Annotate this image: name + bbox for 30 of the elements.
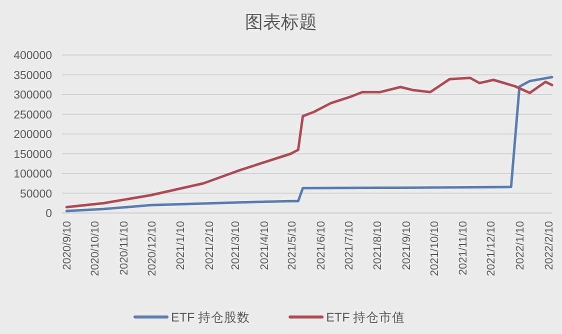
x-tick-label: 2021/1/10 (175, 221, 188, 270)
x-tick-label: 2020/12/10 (146, 221, 158, 276)
x-tick-label: 2021/12/10 (486, 221, 498, 276)
y-tick-label: 0 (46, 208, 52, 220)
x-tick-label: 2020/9/10 (62, 221, 74, 270)
chart-title: 图表标题 (245, 12, 317, 32)
legend-label: ETF 持仓股数 (171, 310, 250, 324)
x-tick-label: 2022/2/10 (543, 221, 556, 270)
x-tick-label: 2020/11/10 (118, 221, 130, 276)
x-tick-label: 2021/10/10 (428, 221, 441, 276)
y-tick-label: 100000 (14, 168, 52, 180)
x-tick-label: 2021/9/10 (401, 221, 414, 270)
x-tick-label: 2021/3/10 (230, 221, 242, 270)
x-tick-label: 2021/6/10 (315, 221, 328, 270)
x-tick-label: 2021/11/10 (458, 221, 470, 276)
y-tick-label: 400000 (14, 50, 52, 62)
x-tick-label: 2021/7/10 (343, 221, 356, 270)
x-tick-label: 2020/10/10 (90, 221, 102, 276)
x-tick-label: 2021/8/10 (372, 221, 384, 270)
y-tick-label: 150000 (14, 148, 52, 161)
x-tick-label: 2021/5/10 (286, 221, 299, 270)
y-tick-label: 50000 (20, 188, 52, 200)
x-tick-label: 2022/1/10 (514, 221, 526, 270)
y-tick-label: 200000 (14, 129, 52, 141)
x-tick-label: 2021/2/10 (204, 221, 216, 270)
y-tick-label: 250000 (14, 109, 52, 122)
x-tick-label: 2021/4/10 (258, 221, 271, 270)
legend-label: ETF 持仓市值 (326, 310, 406, 324)
y-tick-label: 300000 (14, 90, 52, 102)
y-tick-label: 350000 (14, 70, 52, 82)
